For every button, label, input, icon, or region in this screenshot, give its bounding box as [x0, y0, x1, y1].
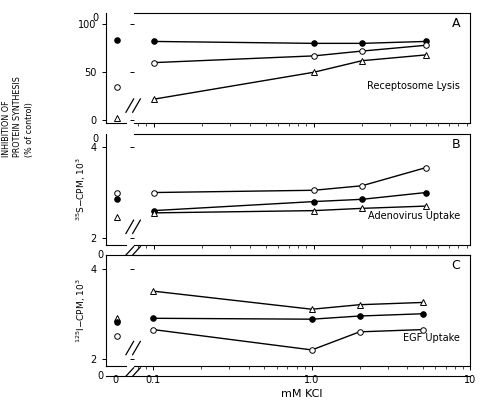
Text: Adenovirus Uptake: Adenovirus Uptake	[368, 212, 460, 221]
Text: 0: 0	[97, 371, 103, 381]
Text: EGF Uptake: EGF Uptake	[403, 333, 460, 342]
Text: 0: 0	[113, 375, 119, 385]
Text: 0: 0	[92, 134, 98, 144]
Text: C: C	[452, 260, 460, 273]
Y-axis label: $^{125}$I$-$CPM, 10$^3$: $^{125}$I$-$CPM, 10$^3$	[74, 278, 87, 343]
Text: B: B	[452, 138, 460, 151]
Text: INHIBITION OF
PROTEIN SYNTHESIS
(% of control): INHIBITION OF PROTEIN SYNTHESIS (% of co…	[2, 76, 34, 158]
Text: A: A	[452, 17, 460, 30]
Text: 0: 0	[92, 13, 98, 23]
Y-axis label: $^{35}$S$-$CPM, 10$^3$: $^{35}$S$-$CPM, 10$^3$	[74, 157, 87, 221]
Text: Receptosome Lysis: Receptosome Lysis	[367, 81, 460, 91]
Text: 0: 0	[97, 250, 103, 260]
X-axis label: mM KCl: mM KCl	[281, 389, 323, 399]
